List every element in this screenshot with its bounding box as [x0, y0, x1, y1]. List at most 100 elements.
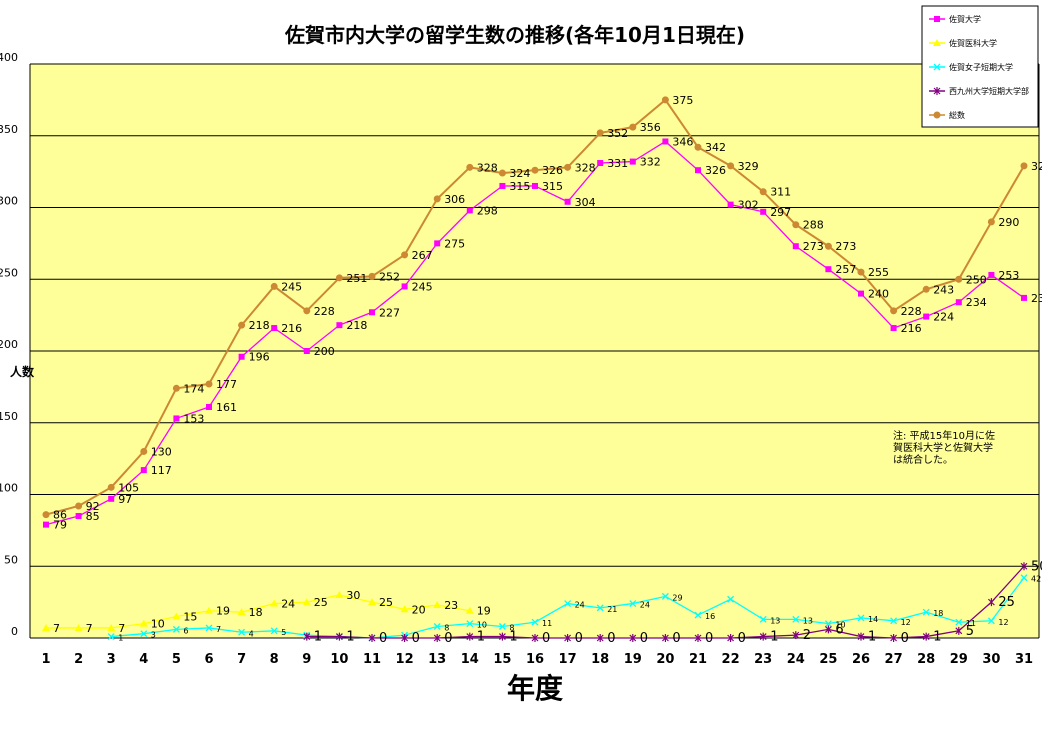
data-point — [107, 633, 115, 641]
legend-label: 西九州大学短期大学部 — [949, 86, 1029, 96]
data-point — [694, 143, 702, 151]
data-point — [727, 201, 734, 208]
data-label: 257 — [835, 263, 856, 276]
gridlines — [29, 63, 1040, 639]
data-label: 243 — [933, 283, 954, 296]
data-point — [465, 606, 474, 614]
data-label: 328 — [477, 161, 498, 174]
data-label: 329 — [738, 160, 759, 173]
data-label: 216 — [281, 322, 302, 335]
data-point — [401, 251, 409, 259]
x-tick-label: 20 — [656, 652, 674, 667]
legend-item: 西九州大学短期大学部 — [929, 86, 1029, 96]
data-point — [401, 283, 408, 290]
series-5 — [42, 96, 1028, 519]
y-axis-ticks: 0 50 100 150 200 250 300 350 400 — [0, 51, 18, 638]
data-point — [498, 169, 506, 177]
data-label: 356 — [640, 121, 661, 134]
data-point — [43, 521, 49, 528]
data-point — [336, 322, 343, 329]
data-point — [108, 495, 115, 502]
data-point — [1020, 162, 1028, 170]
data-label: 196 — [249, 351, 270, 364]
data-label: 288 — [803, 219, 824, 232]
data-label: 315 — [542, 180, 563, 193]
data-point — [564, 198, 571, 205]
data-point — [434, 240, 441, 247]
data-point — [302, 598, 311, 606]
data-label: 329 — [1031, 160, 1042, 173]
data-point — [238, 353, 245, 360]
x-tick-label: 19 — [624, 652, 642, 667]
annotation-line: 賀医科大学と佐賀大学 — [893, 441, 993, 454]
data-point — [205, 606, 213, 614]
data-point — [661, 592, 669, 600]
x-tick-label: 10 — [330, 652, 348, 667]
data-label: 273 — [803, 240, 824, 253]
data-label: 352 — [607, 127, 628, 140]
data-point — [466, 632, 474, 641]
data-label: 5 — [966, 624, 974, 639]
y-axis-label: 人数 — [10, 364, 35, 379]
data-label: 302 — [738, 199, 759, 212]
data-point — [433, 195, 441, 203]
legend-item: 佐賀大学 — [929, 14, 981, 24]
data-label: 1 — [477, 630, 485, 645]
data-label: 29 — [672, 593, 682, 602]
data-label: 21 — [607, 605, 617, 614]
data-point — [824, 620, 832, 628]
data-point — [629, 158, 636, 165]
data-label: 15 — [183, 610, 197, 623]
legend-marker — [933, 63, 941, 71]
series-line — [46, 594, 470, 629]
data-label: 42 — [1031, 575, 1041, 584]
x-tick-label: 21 — [689, 652, 707, 667]
data-label: 228 — [901, 305, 922, 318]
data-point — [140, 467, 147, 474]
data-label: 25 — [314, 596, 328, 609]
data-point — [1020, 562, 1028, 571]
data-point — [368, 598, 376, 606]
data-point — [987, 598, 995, 607]
data-point — [824, 242, 832, 250]
data-label: 12 — [998, 618, 1008, 627]
data-point — [1020, 574, 1028, 582]
x-tick-label: 14 — [461, 652, 479, 667]
y-tick-label: 0 — [11, 625, 18, 638]
data-label: 79 — [53, 519, 67, 532]
data-label: 7 — [118, 622, 125, 635]
data-label: 218 — [346, 319, 367, 332]
y-tick-label: 300 — [0, 195, 18, 208]
data-label: 311 — [770, 186, 791, 199]
data-label: 24 — [575, 601, 585, 610]
data-point — [596, 634, 604, 642]
data-label: 297 — [770, 206, 791, 219]
x-axis-label: 年度 — [507, 672, 563, 705]
y-tick-label: 400 — [0, 51, 18, 64]
data-label: 23 — [444, 599, 458, 612]
data-point — [531, 618, 539, 626]
data-point — [42, 511, 50, 519]
data-label: 18 — [249, 606, 263, 619]
data-label: 315 — [509, 180, 530, 193]
data-label: 24 — [640, 601, 650, 610]
data-label: 290 — [998, 216, 1019, 229]
data-label: 0 — [607, 631, 615, 646]
data-point — [205, 624, 213, 632]
data-point — [531, 166, 539, 174]
data-label: 1 — [314, 630, 322, 645]
data-point — [271, 325, 278, 332]
data-label: 0 — [412, 631, 420, 646]
data-point — [466, 620, 474, 628]
data-label: 216 — [901, 322, 922, 335]
legend-marker — [933, 111, 941, 119]
data-label: 0 — [738, 631, 746, 646]
data-point — [205, 380, 213, 388]
data-label: 228 — [314, 305, 335, 318]
x-tick-label: 23 — [754, 652, 772, 667]
data-label: 117 — [151, 464, 172, 477]
data-point — [400, 605, 409, 613]
data-label: 7 — [86, 622, 93, 635]
legend-marker — [933, 39, 941, 46]
